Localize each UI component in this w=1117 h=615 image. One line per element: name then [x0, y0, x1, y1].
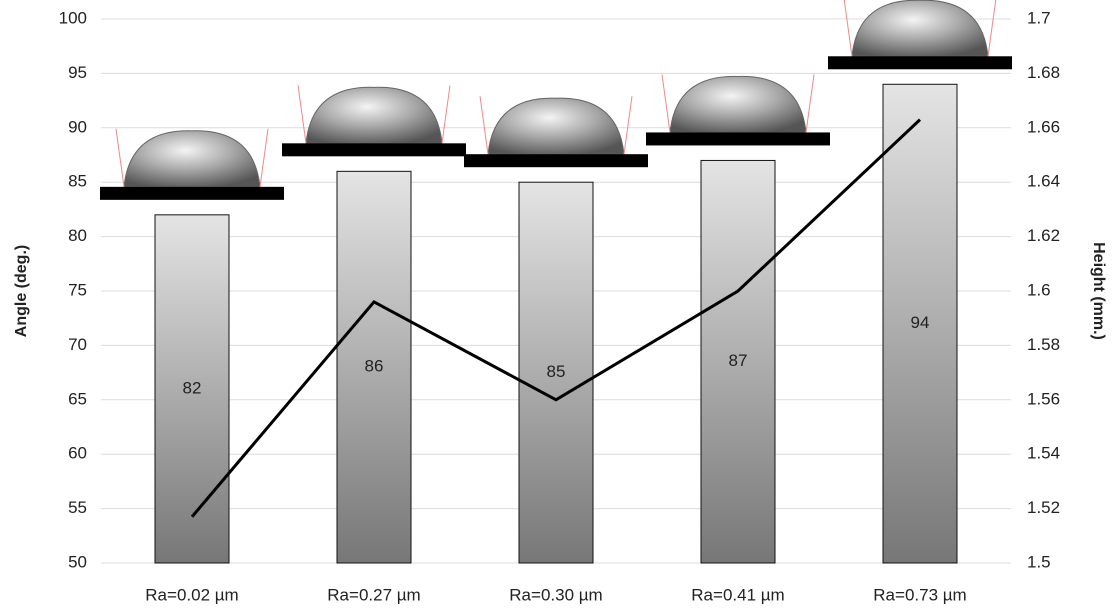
bar — [882, 83, 958, 564]
y-tick-label: 90 — [68, 117, 87, 136]
platform — [100, 186, 284, 200]
bar-value-label: 82 — [183, 378, 202, 397]
y2-axis-title: Height (mm.) — [1090, 242, 1107, 340]
bar — [700, 159, 776, 564]
x-tick-label: Ra=0.73 µm — [873, 585, 966, 604]
y-tick-label: 100 — [59, 8, 87, 27]
bar-value-label: 86 — [365, 357, 384, 376]
y2-tick-label: 1.7 — [1027, 8, 1051, 27]
y-tick-label: 70 — [68, 335, 87, 354]
y-tick-label: 60 — [68, 444, 87, 463]
contact-line — [259, 128, 269, 187]
y2-tick-label: 1.54 — [1027, 444, 1060, 463]
y2-tick-label: 1.58 — [1027, 335, 1060, 354]
y-tick-label: 85 — [68, 172, 87, 191]
contact-line — [843, 0, 853, 57]
bar — [518, 181, 594, 564]
contact-line — [441, 85, 451, 144]
y2-tick-label: 1.62 — [1027, 226, 1060, 245]
x-tick-label: Ra=0.30 µm — [509, 585, 602, 604]
contact-line — [297, 85, 307, 144]
bar-value-label: 87 — [729, 351, 748, 370]
x-tick-label: Ra=0.27 µm — [327, 585, 420, 604]
y2-tick-label: 1.52 — [1027, 498, 1060, 517]
line — [190, 118, 922, 518]
platform — [464, 154, 648, 168]
droplet — [669, 75, 807, 133]
contact-line — [661, 74, 671, 133]
bar — [154, 214, 230, 564]
x-tick-label: Ra=0.02 µm — [145, 585, 238, 604]
bar — [336, 170, 412, 564]
contact-line — [479, 96, 489, 155]
platform — [646, 132, 830, 146]
y2-tick-label: 1.66 — [1027, 117, 1060, 136]
y-tick-label: 50 — [68, 552, 87, 571]
y-tick-label: 95 — [68, 63, 87, 82]
y-tick-label: 55 — [68, 498, 87, 517]
platform — [828, 56, 1012, 70]
bar-value-label: 94 — [911, 313, 930, 332]
droplet — [851, 0, 989, 57]
bar-value-label: 85 — [547, 362, 566, 381]
y-tick-label: 65 — [68, 389, 87, 408]
y2-tick-label: 1.5 — [1027, 552, 1051, 571]
contact-line — [115, 128, 125, 187]
droplet — [305, 86, 443, 144]
y2-tick-label: 1.56 — [1027, 389, 1060, 408]
droplet — [123, 130, 261, 188]
droplet — [487, 97, 625, 155]
y2-tick-label: 1.6 — [1027, 280, 1051, 299]
contact-line — [805, 74, 815, 133]
y-tick-label: 80 — [68, 226, 87, 245]
contact-line — [987, 0, 997, 57]
contact-line — [623, 96, 633, 155]
platform — [282, 143, 466, 157]
y-tick-label: 75 — [68, 280, 87, 299]
y2-tick-label: 1.68 — [1027, 63, 1060, 82]
y-axis-title: Angle (deg.) — [13, 245, 30, 337]
y2-tick-label: 1.64 — [1027, 172, 1060, 191]
x-tick-label: Ra=0.41 µm — [691, 585, 784, 604]
